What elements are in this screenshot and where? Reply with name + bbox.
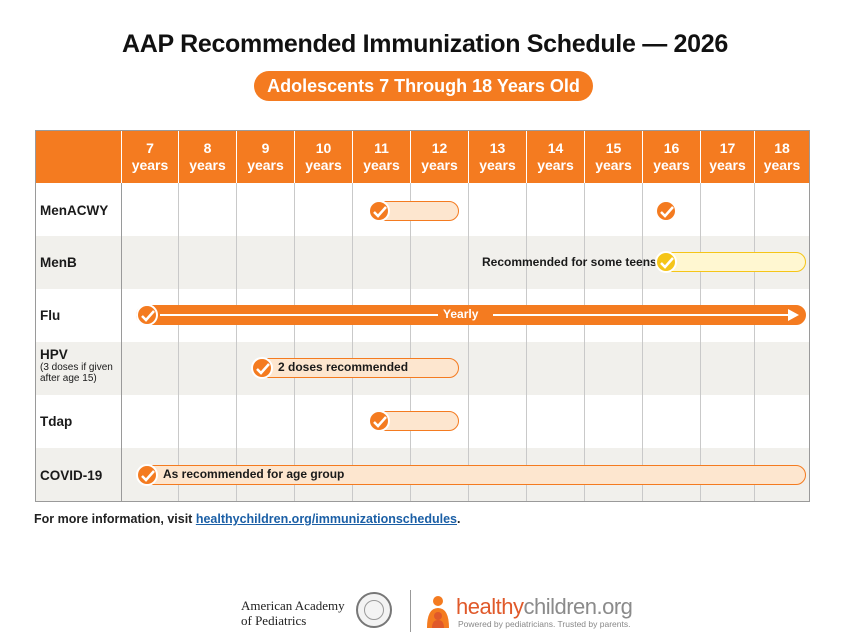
grid-line: [352, 183, 353, 501]
aap-logo-text: American Academy of Pediatrics: [241, 598, 345, 628]
arrow-right-icon: [788, 309, 799, 321]
aap-seal-icon: [356, 592, 392, 628]
grid-line: [700, 183, 701, 501]
schedule-table: 7 years 8 years 9 years 10 years 11 years 12 y…: [35, 130, 810, 502]
age-header-7: 7 years: [121, 131, 178, 183]
age-header-row: 7 years 8 years 9 years 10 years 11 years 12 y…: [36, 131, 809, 183]
vaccine-name-menb: MenB: [40, 255, 77, 270]
grid-line: [236, 183, 237, 501]
page-title: AAP Recommended Immunization Schedule — …: [122, 30, 728, 58]
hpv-label: 2 doses recommended: [278, 360, 409, 374]
menb-dose-bar: [656, 252, 806, 272]
age-header-9: 9 years: [236, 131, 294, 183]
age-header-8: 8 years: [178, 131, 236, 183]
check-icon: [136, 304, 158, 326]
age-header-17: 17 years: [700, 131, 754, 183]
logo-divider: [410, 590, 411, 632]
grid-line: [294, 183, 295, 501]
healthychildren-logo-icon: [427, 596, 449, 628]
check-icon: [136, 464, 158, 486]
healthychildren-tagline: Powered by pediatricians. Trusted by par…: [458, 619, 631, 629]
more-info-text: For more information, visit healthychild…: [34, 512, 461, 526]
age-header-12: 12 years: [410, 131, 468, 183]
grid-line: [642, 183, 643, 501]
flu-label: Yearly: [443, 307, 479, 321]
age-header-16: 16 years: [642, 131, 700, 183]
age-header-10: 10 years: [294, 131, 352, 183]
vaccine-name-hpv: HPV (3 doses if given after age 15): [40, 347, 124, 384]
grid-line: [121, 183, 122, 501]
flu-arrow-line: [160, 314, 438, 316]
immunization-schedules-link[interactable]: healthychildren.org/immunizationschedule…: [195, 512, 457, 526]
menb-label: Recommended for some teens: [482, 255, 657, 269]
grid-line: [410, 183, 411, 501]
check-icon: [368, 200, 390, 222]
age-header-15: 15 years: [584, 131, 642, 183]
grid-line: [526, 183, 527, 501]
vaccine-name-covid: COVID-19: [40, 468, 103, 483]
grid-line: [754, 183, 755, 501]
vaccine-name-menacwy: MenACWY: [40, 203, 109, 218]
age-header-18: 18 years: [754, 131, 809, 183]
flu-arrow-line: [493, 314, 791, 316]
check-icon: [251, 357, 273, 379]
grid-line: [584, 183, 585, 501]
vaccine-name-tdap: Tdap: [40, 414, 73, 429]
healthychildren-logo-text: healthychildren.org: [456, 594, 633, 619]
age-header-14: 14 years: [526, 131, 584, 183]
hpv-note: (3 doses if given after age 15): [40, 362, 113, 384]
check-icon: [655, 200, 677, 222]
check-icon: [368, 410, 390, 432]
grid-line: [468, 183, 469, 501]
age-header-11: 11 years: [352, 131, 410, 183]
age-header-13: 13 years: [468, 131, 526, 183]
check-icon: [655, 251, 677, 273]
vaccine-name-flu: Flu: [40, 308, 61, 323]
age-group-pill: Adolescents 7 Through 18 Years Old: [254, 71, 593, 101]
covid-label: As recommended for age group: [163, 467, 345, 481]
grid-line: [178, 183, 179, 501]
